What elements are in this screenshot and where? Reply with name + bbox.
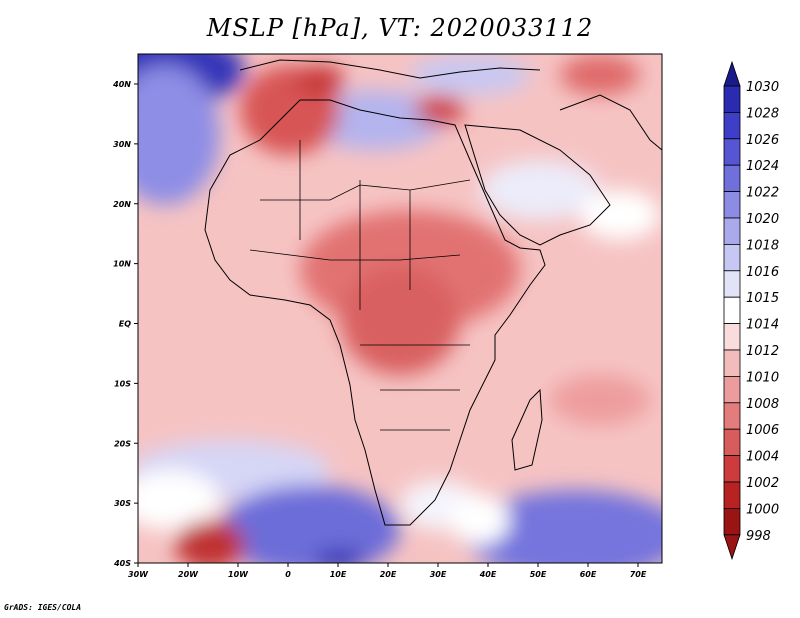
colorbar-box — [723, 112, 741, 140]
colorbar-label: 1020 — [746, 212, 779, 227]
lon-tick-label: 60E — [580, 570, 597, 579]
colorbar-label: 1024 — [746, 159, 779, 174]
colorbar-label: 1030 — [746, 80, 779, 95]
colorbar-label: 1000 — [746, 502, 779, 517]
chart-title: MSLP [hPa], VT: 2020033112 — [206, 14, 594, 42]
lon-tick-label: 20E — [380, 570, 397, 579]
lat-tick-label: 10S — [114, 379, 131, 388]
map-frame — [137, 53, 663, 564]
colorbar-box — [723, 323, 741, 351]
lat-tick-label: 40S — [113, 559, 131, 568]
colorbar-label: 1022 — [746, 186, 779, 201]
colorbar-box — [723, 481, 741, 509]
footer-credit: GrADS: IGES/COLA — [4, 603, 82, 612]
lon-tick-label: 20W — [178, 570, 199, 579]
coastline-africa — [204, 99, 546, 526]
colorbar-label: 1010 — [746, 370, 779, 385]
colorbar-box — [723, 349, 741, 377]
colorbar-label: 998 — [746, 529, 771, 544]
colorbar-box — [723, 296, 741, 325]
colorbar-box — [723, 455, 741, 483]
colorbar-box — [723, 191, 741, 219]
lon-tick-label: 30E — [430, 570, 447, 579]
colorbar-box — [723, 164, 741, 192]
coastline-arabia — [464, 124, 611, 246]
colorbar-label: 1014 — [746, 318, 779, 333]
lon-tick-label: 0 — [285, 570, 291, 579]
lat-tick-label: 30S — [114, 499, 131, 508]
colorbar-label: 1016 — [746, 265, 779, 280]
colorbar-box — [723, 507, 741, 536]
colorbar-label: 1004 — [746, 450, 779, 465]
lon-tick-label: 10E — [330, 570, 347, 579]
colorbar-label: 1006 — [746, 423, 779, 438]
colorbar-min-arrow — [723, 534, 741, 561]
lat-tick-label: 20S — [114, 439, 131, 448]
coastline-asia — [559, 94, 662, 151]
colorbar-label: 1026 — [746, 133, 779, 148]
lon-tick-label: 40E — [479, 570, 497, 579]
colorbar-box — [723, 243, 741, 272]
lat-tick-label: 40N — [112, 80, 131, 89]
colorbar-box — [723, 270, 741, 298]
colorbar-box — [723, 428, 741, 457]
colorbar-label: 1012 — [746, 344, 779, 359]
coastline-europe — [239, 59, 541, 79]
colorbar-box — [723, 85, 741, 113]
colorbar-label: 1015 — [746, 291, 779, 306]
lat-tick-label: 30N — [113, 140, 131, 149]
lon-tick-label: 50E — [530, 570, 547, 579]
colorbar-box — [723, 402, 741, 430]
lon-tick-label: 10W — [228, 570, 249, 579]
longitude-axis: 30W 20W 10W 0 10E 20E 30E 40E 50E 60E 70E — [128, 563, 647, 579]
colorbar-box — [723, 138, 741, 166]
colorbar-label: 1008 — [746, 397, 779, 412]
coastline-madagascar — [511, 388, 543, 471]
colorbar-box — [723, 217, 741, 245]
colorbar: 1030 1028 1026 1024 1022 1020 1018 1016 1015 1014… — [723, 60, 779, 561]
pressure-field — [138, 54, 662, 563]
lon-tick-label: 70E — [630, 570, 647, 579]
lat-tick-label: 20N — [113, 200, 131, 209]
colorbar-label: 1002 — [746, 476, 779, 491]
lon-tick-label: 30W — [128, 570, 149, 579]
colorbar-box — [723, 375, 741, 404]
country-borders — [249, 140, 471, 431]
colorbar-max-arrow — [723, 60, 741, 87]
latitude-axis: 40N 30N 20N 10N EQ 10S 20S 30S 40S — [112, 80, 138, 568]
colorbar-label: 1028 — [746, 106, 779, 121]
lat-tick-label: EQ — [119, 320, 131, 329]
colorbar-label: 1018 — [746, 238, 779, 253]
lat-tick-label: 10N — [113, 260, 131, 269]
